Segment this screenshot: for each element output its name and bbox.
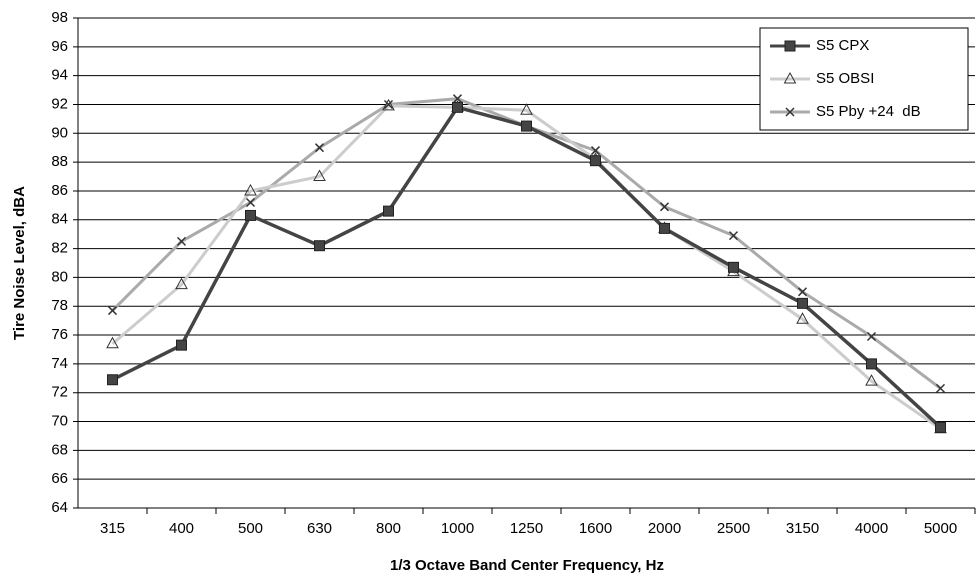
y-tick-label: 76 [51,326,68,343]
marker [866,331,877,342]
marker [590,155,601,167]
marker [659,202,670,212]
y-tick-label: 92 [51,95,68,112]
marker [784,40,796,52]
x-tick-label: 2500 [717,520,750,537]
x-tick-label: 5000 [924,520,957,537]
y-tick-label: 80 [51,268,68,285]
x-tick-label: 1000 [441,520,474,537]
marker [314,240,325,252]
marker [783,71,797,84]
y-tick-label: 88 [51,153,68,170]
x-tick-label: 4000 [855,520,888,537]
y-tick-label: 72 [51,384,68,401]
x-tick-label: 800 [376,520,401,537]
marker [245,209,256,221]
marker [314,143,325,153]
y-tick-label: 82 [51,240,68,257]
marker [785,107,795,117]
marker [452,94,463,104]
marker [244,183,257,196]
x-tick-label: 3150 [786,520,819,537]
x-tick-label: 2000 [648,520,681,537]
y-tick-label: 96 [51,38,68,55]
x-axis-label: 1/3 Octave Band Center Frequency, Hz [390,557,664,574]
y-tick-label: 66 [51,470,68,487]
y-tick-label: 64 [51,499,68,516]
y-tick-label: 78 [51,297,68,314]
marker [383,99,394,110]
marker [313,169,326,182]
legend-label: S5 CPX [816,37,869,54]
y-tick-label: 70 [51,412,68,429]
x-tick-label: 400 [169,520,194,537]
legend-label: S5 OBSI [816,70,874,87]
marker [728,231,739,241]
marker [659,222,670,234]
marker [935,421,946,433]
marker [106,336,119,349]
marker [797,297,808,309]
marker [796,312,809,324]
y-tick-label: 86 [51,182,68,199]
marker [521,120,532,132]
marker [797,287,808,297]
x-tick-label: 1600 [579,520,612,537]
marker [107,374,118,386]
x-tick-label: 1250 [510,520,543,537]
y-tick-label: 84 [51,211,68,228]
marker [107,306,118,316]
x-tick-label: 500 [238,520,263,537]
marker [520,103,533,115]
marker [176,236,187,246]
marker [382,98,395,111]
marker [865,374,878,386]
legend-label: S5 Pby +24 dB [816,103,921,120]
y-tick-label: 90 [51,124,68,141]
marker [175,277,188,290]
marker [728,261,739,273]
marker [935,383,946,393]
series-line [111,104,942,430]
series-line [111,105,942,429]
marker [176,339,187,351]
marker [452,101,463,113]
x-tick-label: 315 [100,520,125,537]
marker [245,197,256,208]
y-axis-label: Tire Noise Level, dBA [11,186,28,340]
y-tick-label: 94 [51,67,68,84]
y-tick-label: 98 [51,9,68,26]
marker [590,146,601,156]
y-tick-label: 68 [51,441,68,458]
marker [383,205,394,217]
y-tick-label: 74 [51,355,68,372]
marker [866,358,877,370]
x-tick-label: 630 [307,520,332,537]
